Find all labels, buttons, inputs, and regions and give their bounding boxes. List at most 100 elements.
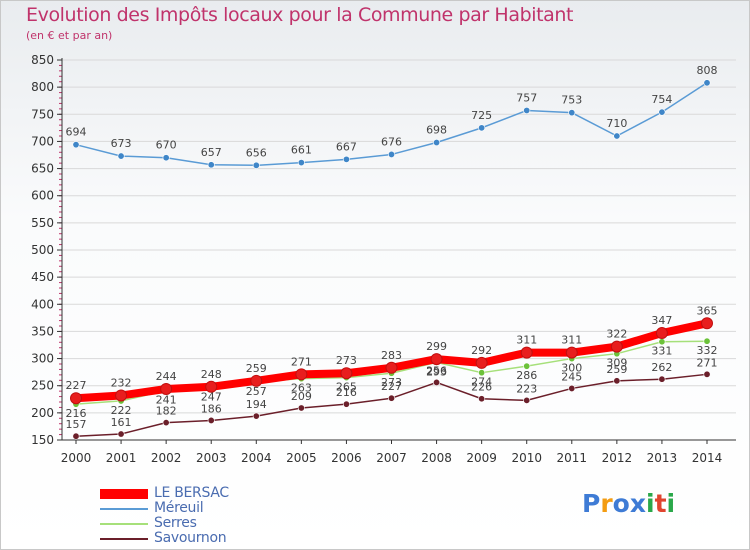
data-label: 757 xyxy=(516,91,537,104)
data-point xyxy=(205,380,218,393)
data-point xyxy=(250,374,263,387)
logo-letter: t xyxy=(654,489,667,518)
data-label: 186 xyxy=(201,402,222,415)
data-point xyxy=(70,392,82,405)
data-label: 656 xyxy=(246,146,267,159)
logo-letter: r xyxy=(600,489,613,518)
data-point xyxy=(295,368,308,381)
data-point xyxy=(72,141,80,149)
y-tick-label: 850 xyxy=(31,53,54,67)
data-point xyxy=(703,370,711,378)
data-label: 271 xyxy=(291,355,312,368)
proxiti-logo: Proxiti xyxy=(582,489,675,518)
x-tick-label: 2010 xyxy=(511,451,542,465)
data-label: 241 xyxy=(156,394,177,407)
data-point xyxy=(387,394,395,402)
data-point xyxy=(478,369,486,377)
chart-legend: LE BERSAC Méreuil Serres Savournon xyxy=(100,486,229,546)
data-label: 222 xyxy=(111,404,132,417)
data-label: 698 xyxy=(426,124,447,137)
data-label: 725 xyxy=(471,109,492,122)
data-label: 274 xyxy=(471,376,492,389)
data-label: 311 xyxy=(561,334,582,347)
data-label: 271 xyxy=(697,356,718,369)
x-tick-label: 2006 xyxy=(331,451,362,465)
data-point xyxy=(703,79,711,87)
logo-letter: i xyxy=(666,489,676,518)
data-point xyxy=(658,375,666,383)
data-label: 657 xyxy=(201,146,222,159)
data-point xyxy=(701,317,713,330)
data-point xyxy=(610,340,623,353)
x-tick-label: 2001 xyxy=(106,451,137,465)
data-point xyxy=(520,346,533,359)
data-point xyxy=(655,327,668,340)
data-point xyxy=(565,346,578,359)
data-point xyxy=(613,132,621,140)
data-label: 753 xyxy=(561,94,582,107)
data-label: 670 xyxy=(156,139,177,152)
data-point xyxy=(162,419,170,427)
data-point xyxy=(478,395,486,403)
legend-item: Méreuil xyxy=(100,501,229,516)
data-label: 248 xyxy=(201,368,222,381)
data-label: 331 xyxy=(651,345,672,358)
legend-swatch xyxy=(100,537,148,540)
x-tick-label: 2005 xyxy=(286,451,317,465)
legend-label: LE BERSAC xyxy=(154,485,229,501)
logo-letter: o xyxy=(612,489,630,518)
data-label: 332 xyxy=(697,344,718,357)
data-point xyxy=(162,154,170,162)
y-tick-label: 550 xyxy=(31,216,54,230)
legend-label: Savournon xyxy=(154,530,227,546)
data-point xyxy=(252,161,260,169)
data-label: 808 xyxy=(697,64,718,77)
logo-letter: x xyxy=(629,489,646,518)
x-tick-label: 2004 xyxy=(241,451,272,465)
data-label: 227 xyxy=(381,380,402,393)
y-tick-label: 350 xyxy=(31,324,54,338)
data-point xyxy=(433,139,441,147)
x-tick-label: 2013 xyxy=(647,451,678,465)
data-point xyxy=(385,361,398,374)
data-label: 365 xyxy=(697,304,718,317)
x-tick-label: 2014 xyxy=(692,451,723,465)
data-label: 227 xyxy=(66,379,87,392)
x-tick-label: 2002 xyxy=(151,451,182,465)
y-tick-label: 450 xyxy=(31,270,54,284)
data-label: 299 xyxy=(426,340,447,353)
data-point xyxy=(72,432,80,440)
x-tick-label: 2007 xyxy=(376,451,407,465)
logo-letter: P xyxy=(582,489,601,518)
data-point xyxy=(568,109,576,117)
data-label: 694 xyxy=(66,126,87,139)
data-label: 293 xyxy=(426,365,447,378)
logo-letter: i xyxy=(646,489,655,518)
legend-swatch xyxy=(100,522,148,525)
data-label: 667 xyxy=(336,140,357,153)
y-tick-label: 500 xyxy=(31,243,54,257)
legend-label: Serres xyxy=(154,515,197,531)
legend-item: LE BERSAC xyxy=(100,486,229,501)
chart-title: Evolution des Impôts locaux pour la Comm… xyxy=(26,4,574,26)
data-label: 226 xyxy=(471,381,492,394)
data-label: 676 xyxy=(381,135,402,148)
data-label: 262 xyxy=(651,361,672,374)
data-label: 263 xyxy=(291,382,312,395)
data-label: 300 xyxy=(561,362,582,375)
data-label: 247 xyxy=(201,390,222,403)
legend-item: Serres xyxy=(100,516,229,531)
y-tick-label: 800 xyxy=(31,80,54,94)
data-label: 194 xyxy=(246,398,267,411)
data-label: 209 xyxy=(291,390,312,403)
data-point xyxy=(478,124,486,132)
data-point xyxy=(387,150,395,158)
y-tick-label: 700 xyxy=(31,134,54,148)
data-label: 347 xyxy=(651,314,672,327)
data-label: 309 xyxy=(606,357,627,370)
data-label: 273 xyxy=(381,376,402,389)
data-label: 286 xyxy=(516,369,537,382)
y-tick-label: 150 xyxy=(31,433,54,447)
